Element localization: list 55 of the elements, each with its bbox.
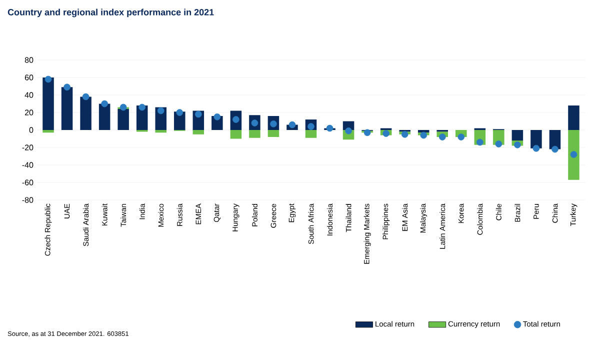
y-tick-label: 60 (24, 74, 34, 80)
y-tick-label: -80 (22, 197, 34, 203)
point (532, 144, 540, 152)
point (552, 146, 558, 153)
point (514, 141, 521, 148)
point (44, 76, 52, 83)
point (345, 127, 352, 134)
point (308, 123, 314, 130)
point (120, 104, 127, 111)
bar (568, 105, 580, 130)
point (251, 120, 258, 126)
point (326, 124, 334, 132)
point (476, 138, 484, 146)
chart-title: Country and regional index performance in 2021 (8, 8, 214, 18)
y-tick-label: -40 (22, 162, 34, 168)
y-tick-label: 0 (29, 127, 34, 133)
bar (80, 96, 92, 130)
point (195, 110, 202, 118)
point (495, 140, 502, 148)
bar (305, 130, 317, 138)
y-tick-label: 40 (24, 92, 34, 98)
bar (249, 130, 260, 138)
point (214, 113, 221, 120)
point (382, 130, 390, 137)
bar (230, 130, 242, 139)
point (364, 129, 371, 136)
bar (98, 104, 110, 130)
bar (568, 130, 580, 180)
point (138, 104, 146, 111)
point (438, 134, 446, 140)
point (270, 120, 277, 128)
point (288, 121, 296, 128)
bar (42, 78, 54, 130)
point (82, 93, 90, 100)
point (401, 130, 408, 138)
bar (118, 109, 129, 130)
bar (155, 130, 166, 133)
point (176, 109, 184, 116)
point (458, 134, 465, 140)
bar (512, 130, 524, 140)
point (101, 100, 108, 108)
point (570, 151, 578, 158)
bar (61, 87, 73, 130)
point (64, 84, 70, 91)
bar (192, 130, 204, 134)
point (232, 116, 240, 123)
y-tick-label: -20 (22, 144, 34, 150)
y-tick-label: 80 (24, 57, 34, 63)
y-tick-label: 20 (24, 110, 34, 116)
bar (530, 130, 542, 148)
point (420, 132, 427, 139)
bar (268, 130, 280, 137)
bar (42, 130, 54, 133)
point (157, 107, 164, 114)
y-tick-label: -60 (22, 180, 34, 186)
